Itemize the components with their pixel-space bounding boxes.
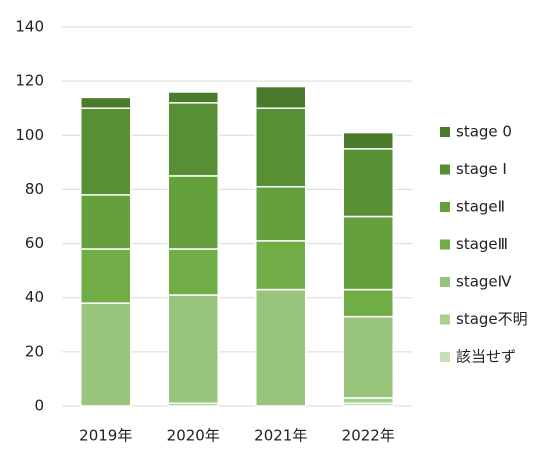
legend-label: stage Ⅰ [456,160,507,178]
legend-label: stageⅡ [456,198,505,216]
legend-swatch [440,164,450,175]
bar-segment [255,85,307,109]
bar-segment [167,175,219,250]
legend-label: stage不明 [456,310,528,328]
y-tick-label: 0 [34,397,44,415]
legend-swatch [440,239,450,250]
bar-segment [255,288,307,407]
legend-label: stage 0 [456,123,512,141]
y-tick-label: 100 [15,126,44,144]
y-tick-label: 20 [25,342,44,360]
legend-swatch [440,352,450,362]
bar-segment [342,148,394,218]
legend-swatch [440,202,450,212]
bar-segment [255,240,307,291]
bar-segment [80,194,132,250]
bar-segment [80,248,132,304]
legend-label: stageⅢ [456,235,508,253]
bar-segment [80,302,132,407]
bar-segment [167,294,219,405]
y-tick-label: 120 [15,72,44,90]
legend-swatch [440,127,450,137]
bar-segment [80,96,132,109]
legend-swatch [440,277,450,287]
y-tick-label: 140 [15,18,44,36]
legend-swatch [440,314,450,325]
bar-segment [342,397,394,405]
y-tick-label: 60 [25,234,44,252]
bar-segment [167,91,219,104]
bar-segment [255,107,307,188]
bar-segment [342,215,394,291]
legend-label: 該当せず [456,348,516,366]
x-tick-label: 2021年 [254,427,307,445]
bar-segment [255,185,307,242]
bar-segment [80,107,132,196]
bar-segment [342,131,394,150]
bar-segment [342,315,394,399]
bar-segment [167,102,219,177]
x-tick-label: 2022年 [342,427,395,445]
y-tick-label: 40 [25,288,44,306]
bar-segment [167,248,219,296]
y-tick-label: 80 [25,180,44,198]
legend-label: stageⅣ [456,273,512,291]
x-tick-label: 2019年 [79,427,132,445]
bar-segment [342,288,394,318]
x-tick-label: 2020年 [167,427,220,445]
